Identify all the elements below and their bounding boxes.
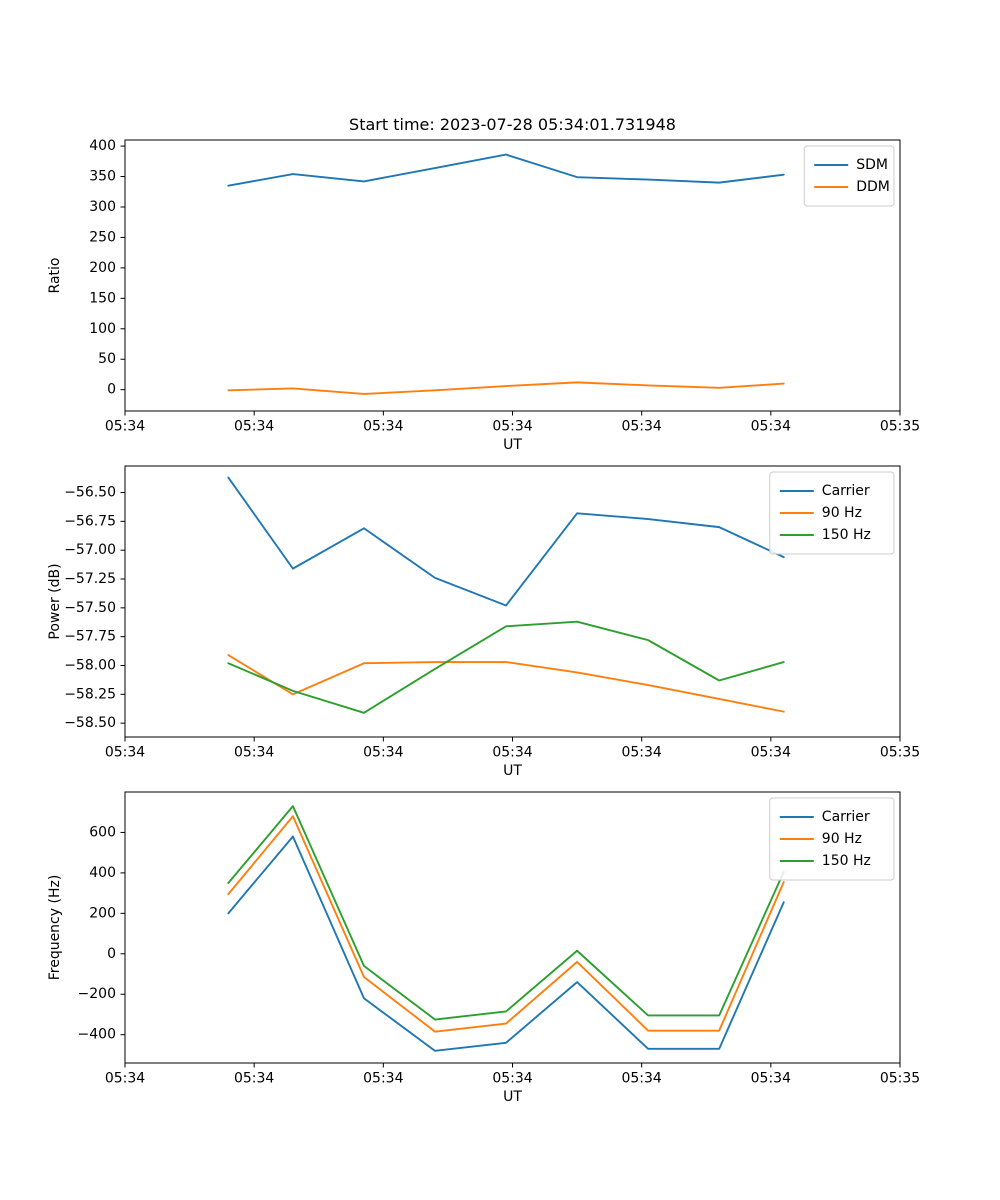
y-tick-label: 0	[107, 946, 116, 962]
legend-label-carrier: Carrier	[822, 809, 870, 825]
y-axis-label: Ratio	[47, 258, 63, 294]
y-tick-label: 150	[89, 290, 116, 306]
series-line-ddm	[227, 381, 785, 395]
legend-background	[803, 145, 895, 207]
chart-title: Start time: 2023-07-28 05:34:01.731948	[349, 115, 676, 134]
x-tick-label: 05:34	[105, 745, 145, 761]
y-tick-label: −57.50	[64, 600, 116, 616]
y-axis-ticks: −56.50 −56.75 −57.00 −57.25 −57.50 −57.75 −58.…	[64, 485, 125, 731]
y-tick-label: −400	[78, 1027, 116, 1043]
x-tick-label: 05:34	[492, 1071, 532, 1087]
series-line-150-hz	[227, 805, 785, 1021]
y-tick-label: 100	[89, 321, 116, 337]
legend-label-150-hz: 150 Hz	[822, 853, 871, 869]
x-tick-label: 05:34	[492, 419, 532, 435]
x-axis-ticks: 05:34 05:34 05:34 05:34 05:34 05:34 05:35	[105, 737, 920, 761]
axes-frame	[124, 139, 901, 412]
x-tick-label: 05:34	[751, 1071, 791, 1087]
legend-label-90-hz: 90 Hz	[822, 831, 862, 847]
y-tick-label: 50	[98, 351, 116, 367]
y-tick-label: 200	[89, 260, 116, 276]
x-tick-label: 05:34	[621, 1071, 661, 1087]
x-tick-label: 05:34	[105, 1071, 145, 1087]
x-tick-label: 05:34	[363, 419, 403, 435]
x-axis-label: UT	[503, 763, 522, 779]
x-axis-ticks: 05:34 05:34 05:34 05:34 05:34 05:34 05:35	[105, 1063, 920, 1087]
x-tick-label: 05:34	[751, 419, 791, 435]
y-tick-label: 300	[89, 199, 116, 215]
y-tick-label: 0	[107, 382, 116, 398]
chart-panel-ratio: Start time: 2023-07-28 05:34:01.73194805…	[47, 115, 920, 453]
y-tick-label: −57.75	[64, 629, 116, 645]
x-tick-label: 05:35	[880, 419, 920, 435]
y-tick-label: 200	[89, 905, 116, 921]
legend-background	[769, 471, 895, 555]
legend-label-90-hz: 90 Hz	[822, 505, 862, 521]
series-line-carrier	[227, 476, 785, 607]
x-tick-label: 05:34	[105, 419, 145, 435]
x-tick-label: 05:35	[880, 1071, 920, 1087]
y-tick-label: −58.50	[64, 715, 116, 731]
y-axis-label: Power (dB)	[47, 563, 63, 639]
x-tick-label: 05:34	[621, 419, 661, 435]
x-tick-label: 05:34	[363, 745, 403, 761]
y-axis-ticks: 0 50 100 150 200 250 300 350 400	[89, 138, 125, 398]
y-tick-label: −200	[78, 986, 116, 1002]
series-line-carrier	[227, 835, 785, 1052]
y-tick-label: 350	[89, 169, 116, 185]
y-tick-label: 400	[89, 138, 116, 154]
x-axis-ticks: 05:34 05:34 05:34 05:34 05:34 05:34 05:35	[105, 411, 920, 435]
x-axis-label: UT	[503, 437, 522, 453]
y-tick-label: −57.00	[64, 542, 116, 558]
x-tick-label: 05:34	[363, 1071, 403, 1087]
legend-label-ddm: DDM	[856, 179, 890, 195]
legend-background	[769, 797, 895, 881]
x-tick-label: 05:34	[621, 745, 661, 761]
x-tick-label: 05:34	[234, 419, 274, 435]
y-tick-label: 600	[89, 824, 116, 840]
y-tick-label: −57.25	[64, 571, 116, 587]
y-tick-label: −56.75	[64, 513, 116, 529]
y-tick-label: −56.50	[64, 485, 116, 501]
x-tick-label: 05:34	[234, 1071, 274, 1087]
series-line-90-hz	[227, 654, 785, 713]
y-axis-ticks: −400 −200 0 200 400 600	[78, 824, 125, 1043]
y-tick-label: 250	[89, 229, 116, 245]
y-axis-label: Frequency (Hz)	[47, 875, 63, 981]
series-group	[227, 153, 785, 395]
x-tick-label: 05:34	[492, 745, 532, 761]
y-tick-label: 400	[89, 865, 116, 881]
series-group	[227, 476, 785, 714]
series-line-90-hz	[227, 815, 785, 1033]
chart-panel-power: −56.50 −56.75 −57.00 −57.25 −57.50 −57.75 −58.…	[47, 465, 920, 779]
legend[interactable]: SDM DDM	[803, 145, 895, 207]
x-tick-label: 05:34	[751, 745, 791, 761]
y-tick-label: −58.00	[64, 658, 116, 674]
y-tick-label: −58.25	[64, 686, 116, 702]
series-line-sdm	[227, 153, 785, 187]
x-tick-label: 05:35	[880, 745, 920, 761]
legend-label-150-hz: 150 Hz	[822, 527, 871, 543]
x-tick-label: 05:34	[234, 745, 274, 761]
legend[interactable]: Carrier 90 Hz 150 Hz	[769, 471, 895, 555]
series-line-150-hz	[227, 620, 785, 714]
x-axis-label: UT	[503, 1089, 522, 1105]
legend-label-sdm: SDM	[856, 157, 888, 173]
legend[interactable]: Carrier 90 Hz 150 Hz	[769, 797, 895, 881]
series-group	[227, 805, 785, 1052]
legend-label-carrier: Carrier	[822, 483, 870, 499]
